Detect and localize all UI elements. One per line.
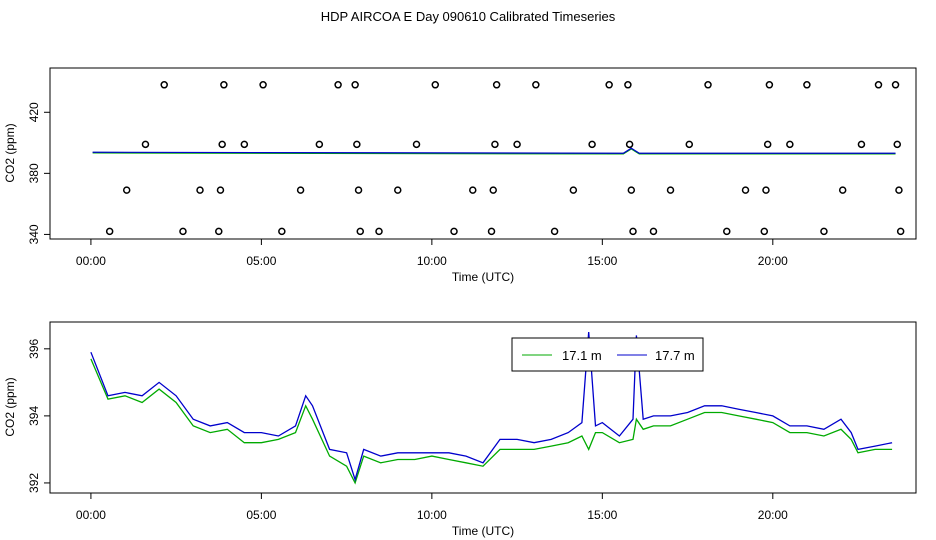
x-tick-label: 10:00 (417, 508, 447, 522)
scatter-point (760, 227, 769, 236)
scatter-point (220, 81, 228, 89)
x-tick-label: 20:00 (758, 254, 788, 268)
scatter-point (469, 186, 477, 194)
scatter-point (874, 81, 883, 89)
top-scatter-points (105, 81, 905, 236)
x-tick-label: 10:00 (417, 254, 447, 268)
scatter-point (666, 186, 675, 194)
scatter-point (240, 140, 249, 149)
scatter-point (803, 81, 811, 89)
y-tick-label: 380 (27, 163, 41, 183)
legend-label-17-7m: 17.7 m (655, 348, 695, 363)
series-line-17-7-m (90, 332, 893, 482)
scatter-point (315, 140, 324, 149)
scatter-point (532, 81, 540, 89)
scatter-point (216, 186, 225, 194)
x-tick-label: 15:00 (587, 254, 617, 268)
scatter-point (218, 140, 226, 149)
legend: 17.1 m 17.7 m (511, 337, 704, 372)
scatter-point (278, 227, 286, 236)
scatter-point (353, 140, 361, 149)
top-y-axis: 340 380 420 (27, 102, 50, 244)
scatter-point (820, 227, 828, 236)
y-tick-label: 392 (27, 473, 41, 493)
x-tick-label: 15:00 (587, 508, 617, 522)
scatter-point (762, 186, 770, 194)
scatter-point (723, 227, 731, 236)
series-line-17-1-m (90, 358, 893, 485)
scatter-point (629, 227, 637, 236)
scatter-point (259, 81, 267, 89)
scatter-point (122, 186, 131, 194)
top-series-lines (92, 147, 896, 155)
bottom-y-axis: 392 394 396 (27, 338, 50, 493)
x-tick-label: 00:00 (76, 254, 106, 268)
y-tick-label: 420 (27, 102, 41, 122)
scatter-point (105, 227, 114, 236)
scatter-point (704, 81, 712, 89)
top-y-axis-label: CO2 (ppm) (3, 123, 17, 182)
scatter-point (492, 81, 501, 89)
bottom-x-axis: 00:00 05:00 10:00 15:00 20:00 (76, 493, 788, 522)
scatter-point (625, 140, 634, 149)
scatter-point (891, 81, 900, 89)
x-tick-label: 00:00 (76, 508, 106, 522)
scatter-point (786, 140, 794, 149)
scatter-point (394, 186, 402, 194)
top-x-axis: 00:00 05:00 10:00 15:00 20:00 (76, 239, 788, 268)
top-scatter-panel: 340 380 420 00:00 05:00 10:00 15:00 20:00 Time… (3, 67, 917, 284)
scatter-point (588, 140, 596, 149)
scatter-point (893, 140, 901, 149)
x-tick-label: 20:00 (758, 508, 788, 522)
scatter-point (375, 227, 383, 236)
scatter-point (765, 81, 774, 89)
scatter-point (334, 81, 342, 89)
scatter-point (196, 186, 204, 194)
scatter-point (489, 186, 497, 194)
scatter-point (412, 140, 421, 149)
scatter-point (160, 81, 168, 89)
scatter-point (296, 186, 305, 194)
bottom-plot-frame (49, 321, 917, 494)
bottom-line-panel: 392 394 396 00:00 05:00 10:00 15:00 20:00 Time… (3, 321, 917, 538)
legend-label-17-1m: 17.1 m (562, 348, 602, 363)
x-tick-label: 05:00 (246, 508, 276, 522)
scatter-point (605, 81, 613, 89)
scatter-point (763, 140, 772, 149)
y-tick-label: 396 (27, 338, 41, 358)
figure-title: HDP AIRCOA E Day 090610 Calibrated Times… (320, 9, 616, 24)
scatter-point (351, 81, 359, 89)
bottom-x-axis-label: Time (UTC) (452, 524, 514, 538)
scatter-point (569, 186, 578, 194)
scatter-point (896, 227, 905, 236)
scatter-point (513, 140, 521, 149)
x-tick-label: 05:00 (246, 254, 276, 268)
scatter-point (624, 81, 632, 89)
scatter-point (550, 227, 559, 236)
scatter-point (685, 140, 694, 149)
y-tick-label: 340 (27, 224, 41, 244)
top-plot-frame (49, 67, 917, 240)
scatter-point (179, 227, 187, 236)
scatter-point (741, 186, 750, 194)
scatter-point (491, 140, 499, 149)
scatter-point (838, 186, 847, 194)
scatter-point (649, 227, 658, 236)
scatter-point (215, 227, 223, 236)
scatter-point (450, 227, 458, 236)
scatter-point (431, 81, 440, 89)
top-x-axis-label: Time (UTC) (452, 270, 514, 284)
scatter-point (857, 140, 866, 149)
scatter-point (627, 186, 636, 194)
y-tick-label: 394 (27, 406, 41, 426)
bottom-series-lines (90, 332, 893, 485)
scatter-point (141, 140, 150, 149)
series-line-17-7m (92, 147, 896, 154)
scatter-point (487, 227, 496, 236)
scatter-point (354, 186, 363, 194)
bottom-y-axis-label: CO2 (ppm) (3, 377, 17, 436)
scatter-point (895, 186, 903, 194)
scatter-point (356, 227, 365, 236)
